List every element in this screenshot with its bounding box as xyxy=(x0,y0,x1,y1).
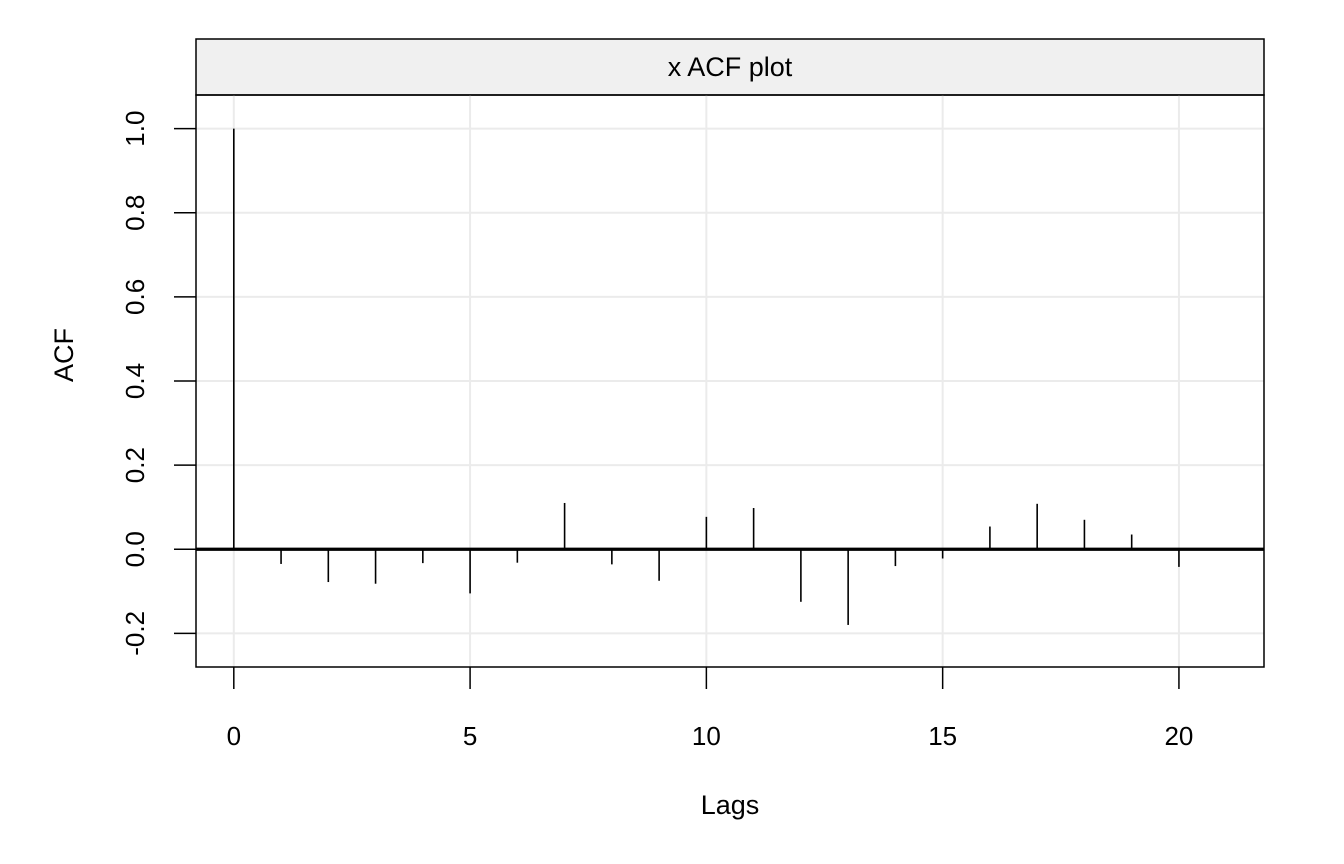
x-tick-label: 5 xyxy=(463,721,477,751)
y-axis: -0.2 0.0 0.2 0.4 0.6 0.8 1.0 xyxy=(120,111,196,656)
y-tick-label: 0.6 xyxy=(120,279,150,315)
y-tick-label: 0.0 xyxy=(120,531,150,567)
acf-bars xyxy=(233,128,1180,625)
x-tick-label: 0 xyxy=(227,721,241,751)
grid-lines xyxy=(196,95,1264,667)
strip-header xyxy=(195,38,1265,96)
y-tick-label: 0.2 xyxy=(120,447,150,483)
y-tick-label: 0.4 xyxy=(120,363,150,399)
x-tick-label: 20 xyxy=(1164,721,1193,751)
x-axis: 0 5 10 15 20 xyxy=(227,667,1193,751)
chart-title: x ACF plot xyxy=(668,52,793,82)
y-axis-title: ACF xyxy=(49,328,79,382)
x-tick-label: 15 xyxy=(928,721,957,751)
y-tick-label: 0.8 xyxy=(120,195,150,231)
y-tick-label: -0.2 xyxy=(120,611,150,656)
x-axis-title: Lags xyxy=(701,790,760,820)
y-tick-label: 1.0 xyxy=(120,111,150,147)
x-tick-label: 10 xyxy=(692,721,721,751)
